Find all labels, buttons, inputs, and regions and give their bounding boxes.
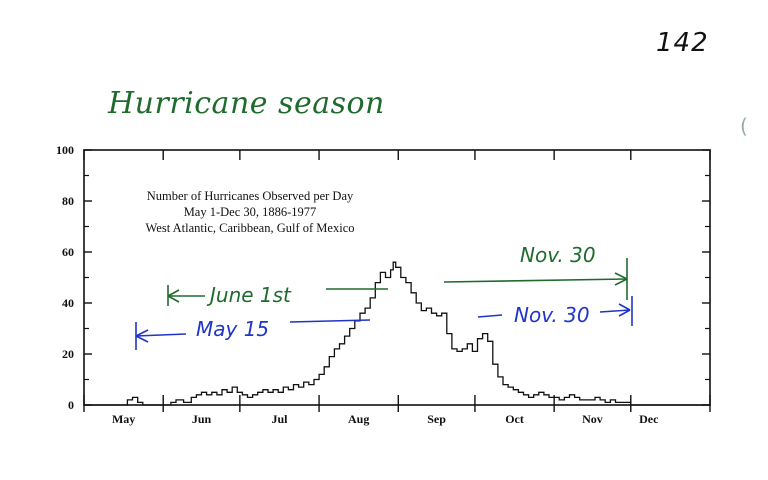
nov30-blue-label: Nov. 30 bbox=[514, 303, 590, 327]
x-tick-label: Aug bbox=[348, 412, 369, 426]
nov30-green-arrow bbox=[443, 278, 628, 283]
y-tick-label: 80 bbox=[62, 194, 74, 208]
handwritten-title: Hurricane season bbox=[108, 86, 385, 121]
nov30-blue-arrowhead bbox=[618, 303, 631, 317]
x-tick-label: May bbox=[112, 412, 135, 426]
may15-arrow-right bbox=[289, 319, 371, 323]
june-first-label: June 1st bbox=[206, 283, 292, 307]
chart-title-line-1: Number of Hurricanes Observed per Day bbox=[147, 189, 354, 203]
series-line bbox=[84, 261, 710, 406]
x-tick-label: Dec bbox=[639, 412, 659, 426]
may15-arrow-left bbox=[135, 333, 187, 337]
may15-label: May 15 bbox=[196, 317, 269, 341]
annotations: June 1st Nov. 30 May 15 Nov. 30 bbox=[135, 243, 633, 350]
x-tick-label: Jul bbox=[271, 412, 288, 426]
nov30-blue-arrow bbox=[599, 309, 631, 313]
x-tick-label: Sep bbox=[427, 412, 446, 426]
page-number: 142 bbox=[656, 28, 709, 58]
nov30-green-label: Nov. 30 bbox=[520, 243, 596, 267]
chart-title-line-2: May 1-Dec 30, 1886-1977 bbox=[184, 205, 317, 219]
margin-mark: ( bbox=[740, 114, 748, 138]
may15-arrowhead bbox=[135, 329, 149, 343]
nov30-green-arrowhead bbox=[614, 272, 628, 286]
y-tick-label: 0 bbox=[68, 398, 74, 412]
y-tick-label: 100 bbox=[56, 143, 74, 157]
x-tick-label: Jun bbox=[192, 412, 212, 426]
x-tick-label: Nov bbox=[582, 412, 603, 426]
y-axis: 0 20 40 60 80 100 bbox=[56, 143, 710, 412]
y-tick-label: 20 bbox=[62, 347, 74, 361]
y-tick-label: 60 bbox=[62, 245, 74, 259]
y-tick-label: 40 bbox=[62, 296, 74, 310]
nov30-blue-arrow-left bbox=[477, 314, 503, 318]
x-axis: May Jun Jul Aug Sep Oct Nov Dec bbox=[83, 150, 711, 426]
x-tick-label: Oct bbox=[505, 412, 524, 426]
june-first-arrowhead bbox=[167, 289, 180, 303]
chart-title-line-3: West Atlantic, Caribbean, Gulf of Mexico bbox=[145, 221, 354, 235]
